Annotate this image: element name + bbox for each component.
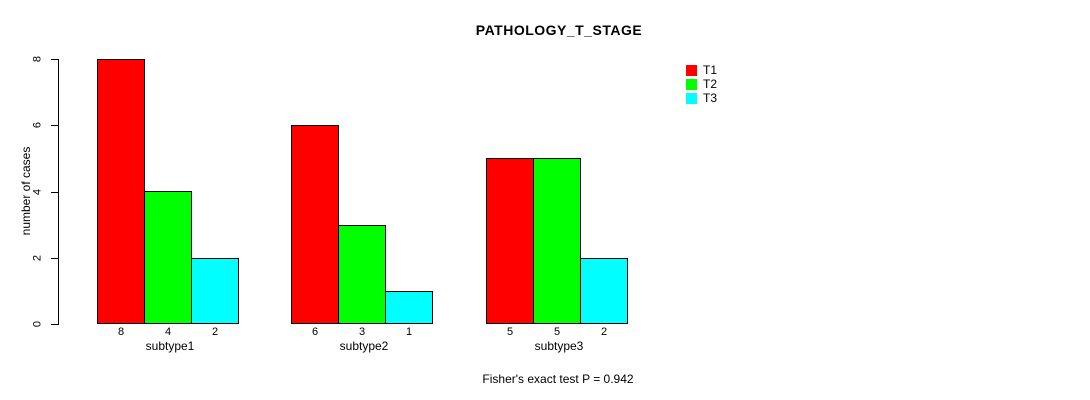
legend-swatch-T3-icon	[686, 93, 697, 104]
bar-subtype1-T1	[97, 59, 145, 324]
y-tick-6	[51, 125, 58, 126]
legend-item-T3: T3	[686, 91, 718, 105]
bar-subtype3-T1	[486, 158, 534, 324]
legend-label-T1: T1	[703, 63, 718, 77]
category-label-subtype2: subtype2	[339, 339, 389, 353]
y-tick-4	[51, 192, 58, 193]
y-tick-label-0: 0	[31, 320, 44, 328]
y-tick-label-2: 2	[31, 254, 44, 262]
y-axis-line	[58, 59, 59, 325]
value-label-subtype2-T3: 1	[405, 326, 413, 338]
legend-swatch-T1-icon	[686, 65, 697, 76]
legend-label-T2: T2	[703, 77, 718, 91]
value-label-subtype2-T2: 3	[358, 326, 366, 338]
y-tick-label-8: 8	[31, 55, 44, 63]
value-label-subtype2-T1: 6	[311, 326, 319, 338]
bar-subtype3-T3	[580, 258, 628, 324]
value-label-subtype1-T3: 2	[211, 326, 219, 338]
bar-subtype3-T2	[533, 158, 581, 324]
legend-swatch-T2-icon	[686, 79, 697, 90]
legend: T1 T2 T3	[686, 63, 718, 105]
y-tick-8	[51, 59, 58, 60]
bar-subtype2-T3	[385, 291, 433, 324]
category-label-subtype1: subtype1	[145, 339, 195, 353]
bar-subtype2-T1	[291, 125, 339, 324]
fisher-test-annotation: Fisher's exact test P = 0.942	[482, 372, 634, 386]
legend-label-T3: T3	[703, 91, 718, 105]
value-label-subtype1-T2: 4	[164, 326, 172, 338]
value-label-subtype3-T1: 5	[506, 326, 514, 338]
bar-subtype2-T2	[338, 225, 386, 324]
legend-item-T2: T2	[686, 77, 718, 91]
y-tick-label-4: 4	[31, 188, 44, 196]
value-label-subtype1-T1: 8	[117, 326, 125, 338]
y-tick-label-6: 6	[31, 121, 44, 129]
category-label-subtype3: subtype3	[534, 339, 584, 353]
value-label-subtype3-T2: 5	[553, 326, 561, 338]
bar-subtype1-T3	[191, 258, 239, 324]
value-label-subtype3-T3: 2	[600, 326, 608, 338]
legend-item-T1: T1	[686, 63, 718, 77]
chart-title: PATHOLOGY_T_STAGE	[475, 22, 643, 38]
y-tick-0	[51, 324, 58, 325]
bar-subtype1-T2	[144, 191, 192, 324]
y-tick-2	[51, 258, 58, 259]
